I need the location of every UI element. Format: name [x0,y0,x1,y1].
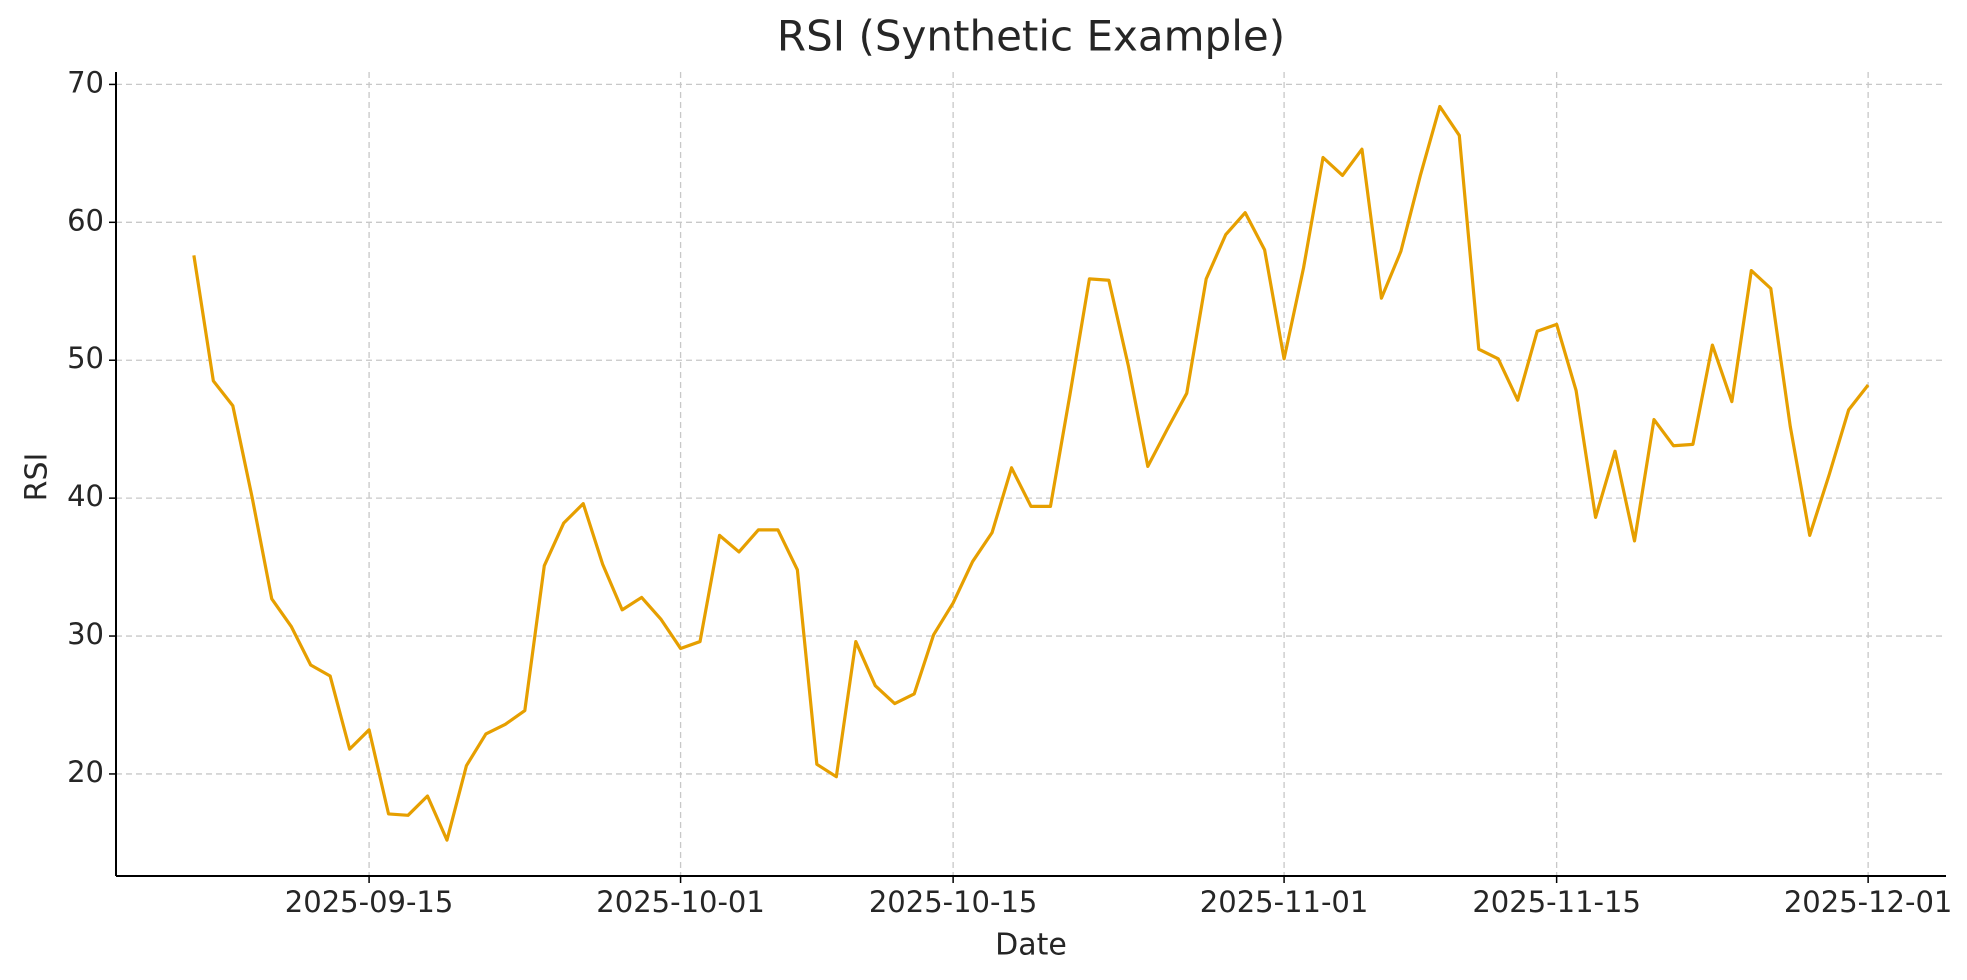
x-tick-label: 2025-11-01 [1200,885,1369,919]
x-axis-label: Date [995,928,1067,963]
y-tick-label: 40 [67,479,104,513]
line [192,104,1870,842]
y-tick-label: 70 [67,65,104,99]
x-tick-label: 2025-10-15 [869,885,1038,919]
y-tick-label: 50 [67,341,104,375]
x-tick-label: 2025-11-15 [1472,885,1641,919]
y-tick-label: 20 [67,755,104,789]
chart-title: RSI (Synthetic Example) [777,12,1285,61]
y-axis-label: RSI [20,453,55,502]
y-tick-label: 60 [67,203,104,237]
x-tick-label: 2025-10-01 [596,885,765,919]
y-tick-label: 30 [67,617,104,651]
x-tick-label: 2025-09-15 [285,885,454,919]
x-tick-label: 2025-12-01 [1784,885,1953,919]
